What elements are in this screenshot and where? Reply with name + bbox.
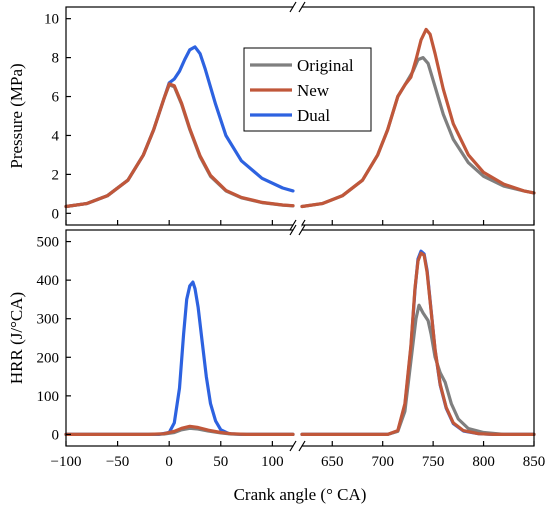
series-line-dual-right-panel-2 — [300, 249, 536, 436]
axis-break-bottom-panel-2 — [293, 441, 302, 451]
y-axis-title-panel-1: Pressure (MPa) — [7, 63, 26, 168]
y-tick-label: 8 — [52, 51, 60, 67]
legend: Original New Dual — [243, 47, 372, 132]
plot-frame-panel-2 — [65, 229, 535, 447]
series-line-new-left-panel-1 — [64, 82, 295, 209]
y-tick-label: 300 — [37, 312, 60, 328]
series-line-dual-left-panel-2 — [64, 280, 295, 436]
axis-break-top-panel-2-slash-right — [298, 224, 306, 236]
panel-2: 0 100 200 300 400 500 −100 −50 0 50 100 650 700 750 80… — [7, 224, 546, 470]
y-tick-label: 400 — [37, 273, 60, 289]
axis-break-bottom-panel-2-slash-left — [289, 440, 297, 452]
x-tick-label: 700 — [371, 454, 394, 470]
axis-break-bottom-panel-2-slash-right — [298, 440, 306, 452]
x-tick-label: −50 — [106, 454, 129, 470]
axis-break-bottom-panel-1-slash-left — [289, 219, 297, 231]
x-tick-label: −100 — [51, 454, 82, 470]
legend-label-original: Original — [297, 56, 354, 75]
x-tick-label: 50 — [213, 454, 228, 470]
chart-panels: 0 2 4 6 8 10 Pressure (MPa) Original New Dual 0 100… — [7, 1, 546, 470]
legend-label-dual: Dual — [297, 106, 330, 125]
x-tick-label: 0 — [165, 454, 173, 470]
y-tick-label: 0 — [52, 427, 60, 443]
series-line-new-right-panel-1 — [300, 27, 536, 209]
y-tick-label: 6 — [52, 90, 60, 106]
y-tick-label: 500 — [37, 235, 60, 251]
legend-label-new: New — [297, 81, 330, 100]
axis-break-top-panel-1 — [293, 2, 302, 12]
axis-break-top-panel-2 — [293, 225, 302, 235]
axis-break-top-panel-2-slash-left — [289, 224, 297, 236]
series-line-new-left-panel-2 — [64, 424, 295, 436]
x-tick-label: 100 — [261, 454, 284, 470]
x-tick-label: 650 — [321, 454, 344, 470]
y-tick-label: 0 — [52, 206, 60, 222]
x-tick-label: 850 — [523, 454, 546, 470]
series-line-new-right-panel-2 — [300, 251, 536, 436]
panel-1: 0 2 4 6 8 10 Pressure (MPa) Original New Dual — [7, 1, 536, 231]
x-axis-title: Crank angle (° CA) — [234, 485, 367, 504]
y-tick-label: 4 — [52, 128, 60, 144]
y-tick-label: 2 — [52, 167, 60, 183]
y-tick-label: 100 — [37, 389, 60, 405]
axis-break-top-panel-1-slash-left — [289, 1, 297, 13]
y-axis-title-panel-2: HRR (J/°CA) — [7, 292, 26, 384]
series-line-original-right-panel-2 — [300, 303, 536, 436]
axis-break-top-panel-1-slash-right — [298, 1, 306, 13]
x-tick-label: 750 — [422, 454, 445, 470]
x-tick-label: 800 — [472, 454, 495, 470]
y-tick-label: 10 — [44, 12, 59, 28]
y-tick-label: 200 — [37, 350, 60, 366]
